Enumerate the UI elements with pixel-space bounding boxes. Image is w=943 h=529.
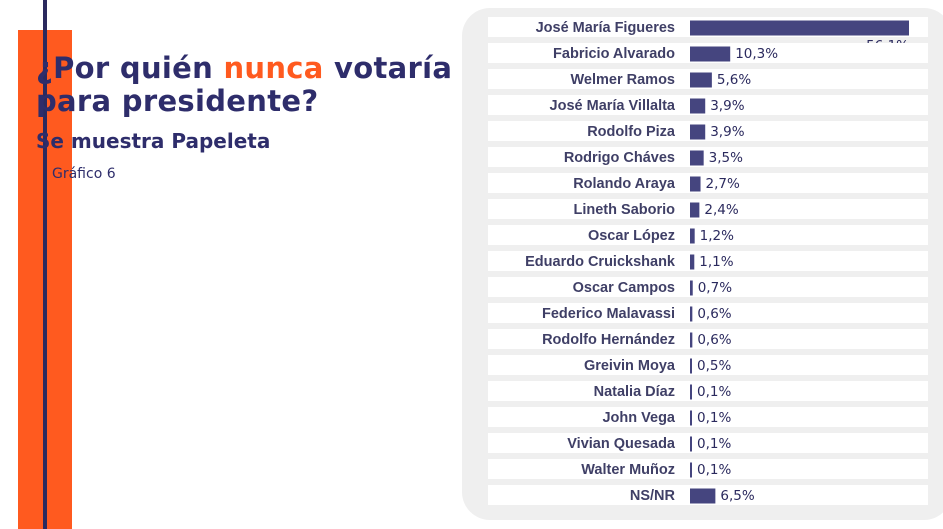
- bar: [690, 280, 693, 296]
- row-band: [488, 121, 928, 141]
- category-label: Welmer Ramos: [571, 72, 676, 88]
- row-band: [488, 251, 928, 271]
- bar: [690, 254, 695, 270]
- row-band: [488, 459, 928, 479]
- bar: [690, 462, 692, 478]
- value-label: 3,5%: [709, 150, 743, 166]
- row-band: [488, 407, 928, 427]
- row-band: [488, 433, 928, 453]
- bar: [690, 150, 704, 166]
- value-label: 0,6%: [697, 332, 731, 348]
- value-label: 6,5%: [720, 488, 754, 504]
- row-band: [488, 303, 928, 323]
- category-label: Greivin Moya: [584, 358, 676, 374]
- row-band: [488, 277, 928, 297]
- category-label: Fabricio Alvarado: [553, 46, 675, 62]
- value-label: 2,4%: [704, 202, 738, 218]
- bar: [690, 20, 909, 36]
- row-band: [488, 355, 928, 375]
- category-label: John Vega: [602, 410, 675, 426]
- row-band: [488, 225, 928, 245]
- bar: [690, 46, 731, 62]
- row-band: [488, 173, 928, 193]
- subtitle: Se muestra Papeleta: [36, 129, 271, 153]
- value-label: 0,1%: [697, 410, 731, 426]
- value-label: 0,7%: [698, 280, 732, 296]
- value-label: 0,1%: [697, 436, 731, 452]
- bar: [690, 358, 692, 374]
- category-label: Walter Muñoz: [581, 462, 675, 478]
- bar: [690, 202, 700, 218]
- value-label: 0,6%: [697, 306, 731, 322]
- title-post: votaría para presidente?: [36, 51, 453, 118]
- category-label: Rodolfo Piza: [587, 124, 676, 140]
- category-label: Rodrigo Cháves: [564, 150, 675, 166]
- accent-navy-line: [43, 0, 47, 529]
- bar: [690, 488, 716, 504]
- value-label: 10,3%: [735, 46, 778, 62]
- value-label: 3,9%: [710, 98, 744, 114]
- category-label: Eduardo Cruickshank: [525, 254, 676, 270]
- value-label: 5,6%: [717, 72, 751, 88]
- category-label: Vivian Quesada: [567, 436, 676, 452]
- row-band: [488, 381, 928, 401]
- page-title: ¿Por quién nunca votaría para presidente…: [36, 52, 466, 118]
- category-label: Lineth Saborio: [574, 202, 676, 218]
- category-label: Oscar Campos: [573, 280, 675, 296]
- bar: [690, 384, 692, 400]
- bar: [690, 72, 712, 88]
- category-label: Oscar López: [588, 228, 675, 244]
- bar: [690, 306, 693, 322]
- bar: [690, 228, 695, 244]
- row-band: [488, 147, 928, 167]
- category-label: Rodolfo Hernández: [542, 332, 675, 348]
- value-label: 1,1%: [699, 254, 733, 270]
- row-band: [488, 199, 928, 219]
- row-band: [488, 95, 928, 115]
- value-label: 3,9%: [710, 124, 744, 140]
- value-label: 0,1%: [697, 462, 731, 478]
- bar: [690, 124, 706, 140]
- value-label: 1,2%: [700, 228, 734, 244]
- title-highlight: nunca: [223, 51, 324, 85]
- bar: [690, 332, 693, 348]
- bar: [690, 98, 706, 114]
- bar: [690, 176, 701, 192]
- title-pre: ¿Por quién: [36, 51, 224, 85]
- category-label: Natalia Díaz: [594, 384, 675, 400]
- row-band: [488, 329, 928, 349]
- category-label: José María Villalta: [550, 98, 676, 114]
- bar: [690, 410, 692, 426]
- category-label: NS/NR: [630, 488, 676, 504]
- category-label: José María Figueres: [536, 20, 675, 36]
- value-label: 0,1%: [697, 384, 731, 400]
- category-label: Federico Malavassi: [542, 306, 675, 322]
- bar: [690, 436, 692, 452]
- value-label: 0,5%: [697, 358, 731, 374]
- value-label: 2,7%: [706, 176, 740, 192]
- category-label: Rolando Araya: [573, 176, 676, 192]
- figure-label: Gráfico 6: [52, 166, 116, 182]
